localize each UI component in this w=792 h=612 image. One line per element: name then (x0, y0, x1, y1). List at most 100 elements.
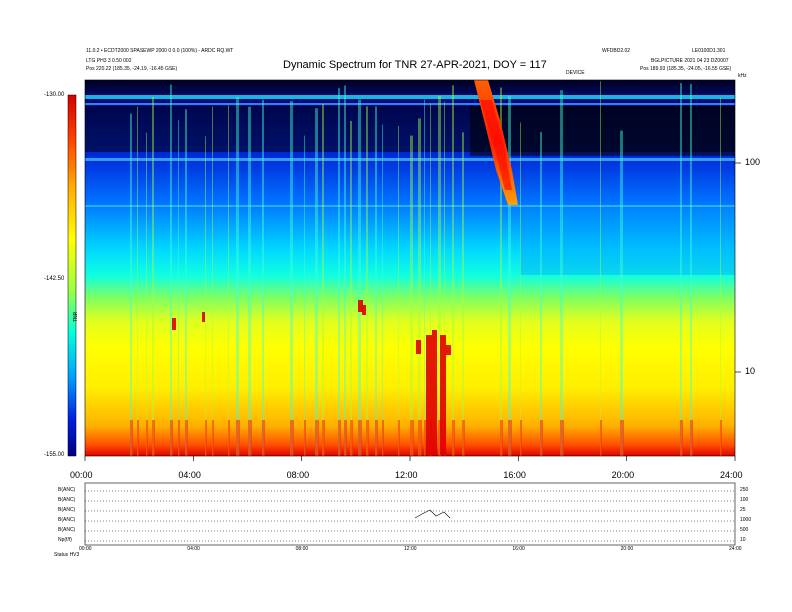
vertical-streak-base (152, 420, 155, 456)
x-tick-label: 12:00 (395, 470, 418, 480)
vertical-streak-base (600, 420, 602, 456)
panel-label: B(ANC) (58, 487, 76, 493)
right-axis-tick-10: 10 (745, 366, 756, 376)
vertical-streak (315, 108, 318, 456)
vertical-streak (375, 106, 377, 456)
vertical-streak-base (358, 420, 362, 456)
vertical-streak-base (350, 420, 353, 456)
colorbar-label: TNR (73, 311, 79, 322)
vertical-streak-base (424, 420, 426, 456)
vertical-streak-base (205, 420, 207, 456)
vertical-streak (248, 106, 251, 456)
vertical-streak (438, 96, 441, 456)
vertical-streak-base (620, 420, 624, 456)
panel-tick-label: 08:00 (295, 546, 309, 552)
intensity-blob (432, 330, 437, 455)
vertical-streak-base (540, 420, 543, 456)
horizontal-line (85, 158, 735, 161)
panel-tick-label: 04:00 (187, 546, 200, 552)
panel-tick-label: 12:00 (404, 546, 417, 552)
header-right-line2: BGLPICTURE 2021 04 23 DZ0007 (651, 58, 729, 64)
vertical-streak-base (680, 420, 683, 456)
panel-tick-label: 24:00 (729, 546, 742, 552)
header-left-line3: Pos 220.22 (185.35, -24.19, -16.45 GSE) (86, 66, 178, 72)
quiet-band (520, 205, 735, 275)
intensity-blob (426, 335, 432, 455)
vertical-streak (304, 135, 305, 456)
vertical-streak-base (178, 420, 180, 456)
panel-footer-left: Status HV3 (54, 552, 80, 558)
vertical-streak (146, 132, 147, 456)
radio-burst-core (480, 100, 512, 190)
x-tick-label: 24:00 (720, 470, 743, 480)
vertical-streak-base (520, 420, 522, 456)
intensity-blob (202, 312, 205, 322)
right-axis-unit: kHz (738, 73, 747, 79)
x-tick-label: 08:00 (286, 470, 310, 480)
vertical-streak (322, 104, 324, 456)
vertical-streak-base (137, 420, 139, 456)
vertical-streak-base (344, 420, 347, 456)
panel-right-label: 10 (740, 537, 746, 543)
vertical-streak (350, 120, 352, 456)
vertical-streak (205, 136, 206, 456)
intensity-blob (440, 335, 446, 455)
vertical-streak (508, 95, 511, 456)
vertical-streak (338, 88, 340, 456)
vertical-streak (690, 83, 692, 456)
horizontal-line (85, 205, 735, 207)
header-right-code: LE0100D1.301 (692, 48, 726, 54)
vertical-streak (228, 105, 229, 456)
vertical-streak (430, 103, 431, 456)
vertical-streak (720, 97, 721, 456)
intensity-blob (172, 318, 176, 330)
vertical-streak (236, 96, 239, 456)
vertical-streak-base (212, 420, 214, 456)
header-left-line2: LTG PH3 3 0.50 002 (86, 58, 132, 64)
vertical-streak (462, 132, 464, 456)
vertical-streak (452, 85, 454, 456)
lower-panels (84, 482, 736, 546)
vertical-streak (500, 87, 502, 456)
vertical-streak (410, 135, 413, 456)
header-left-line1: 11.0.2 • ECDT2000 SPASEWP 2000 0 0.0 (10… (86, 48, 234, 54)
x-axis (84, 456, 736, 461)
chart-title: Dynamic Spectrum for TNR 27-APR-2021, DO… (283, 59, 547, 71)
vertical-streak-base (720, 420, 722, 456)
panel-right-label: 1000 (740, 517, 752, 523)
vertical-streak-base (315, 420, 319, 456)
vertical-streak (185, 109, 187, 456)
colorbar-tick-top: -130.00 (44, 92, 65, 98)
vertical-streak-base (508, 420, 512, 456)
vertical-streak (152, 97, 154, 456)
vertical-streak-base (338, 420, 341, 456)
panel-right-label: 25 (740, 507, 746, 513)
vertical-streak (560, 90, 563, 456)
vertical-streak-base (398, 420, 400, 456)
panel-label: B(ANC) (58, 517, 76, 523)
vertical-streak-base (500, 420, 503, 456)
vertical-streak-base (382, 420, 384, 456)
x-tick-label: 04:00 (178, 470, 201, 480)
panel-right-label: 100 (740, 497, 749, 503)
horizontal-line (85, 103, 735, 105)
vertical-streak (130, 113, 132, 456)
vertical-streak-base (185, 420, 188, 456)
x-tick-label: 20:00 (611, 470, 635, 480)
vertical-streak (620, 130, 623, 456)
vertical-streak (212, 106, 213, 456)
panel-tick-label: 16:00 (512, 546, 525, 552)
vertical-streak-base (248, 420, 252, 456)
vertical-streak (290, 101, 293, 456)
panel-right-label: 500 (740, 527, 749, 533)
panel-tick-label: 00:00 (79, 546, 92, 552)
colorbar (67, 94, 77, 457)
vertical-streak-base (290, 420, 294, 456)
vertical-streak-base (304, 420, 306, 456)
vertical-streak (382, 124, 383, 456)
intensity-blob (358, 300, 363, 312)
vertical-streak-base (452, 420, 455, 456)
vertical-streak (444, 101, 445, 456)
vertical-streak-base (130, 420, 133, 456)
vertical-streak (366, 106, 368, 456)
